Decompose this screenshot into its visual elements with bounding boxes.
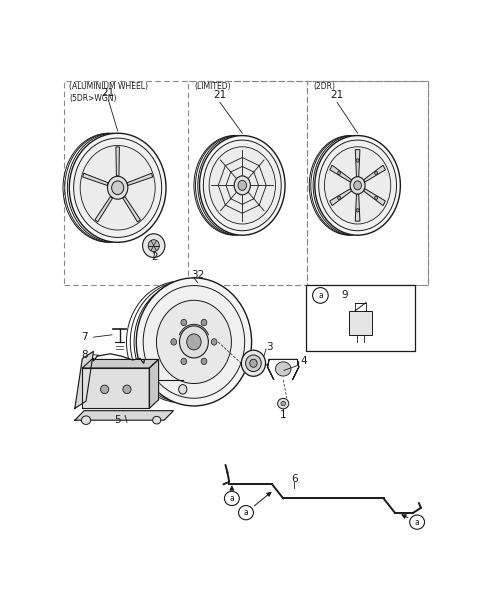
Text: a: a — [318, 291, 323, 300]
Ellipse shape — [153, 416, 161, 424]
Ellipse shape — [181, 319, 187, 326]
Text: 4: 4 — [300, 356, 307, 366]
Ellipse shape — [281, 402, 286, 406]
Ellipse shape — [112, 181, 124, 195]
Ellipse shape — [246, 355, 261, 371]
Ellipse shape — [201, 358, 207, 365]
Polygon shape — [75, 411, 173, 420]
Ellipse shape — [209, 147, 276, 224]
Ellipse shape — [354, 181, 361, 190]
Polygon shape — [127, 173, 153, 185]
Text: 3: 3 — [266, 342, 273, 352]
Ellipse shape — [148, 240, 159, 251]
Polygon shape — [267, 360, 299, 380]
Ellipse shape — [100, 385, 109, 394]
Ellipse shape — [241, 351, 265, 376]
Ellipse shape — [276, 362, 291, 376]
Bar — [64, 81, 428, 285]
Polygon shape — [83, 173, 108, 185]
Ellipse shape — [123, 385, 131, 394]
Bar — [349, 311, 372, 335]
Text: 9: 9 — [341, 290, 348, 301]
Text: (ALUMINIUM WHEEL)
(5DR>WGN): (ALUMINIUM WHEEL) (5DR>WGN) — [69, 83, 148, 102]
Ellipse shape — [356, 209, 359, 212]
Ellipse shape — [315, 136, 400, 235]
Ellipse shape — [374, 171, 378, 175]
Ellipse shape — [179, 384, 187, 394]
Ellipse shape — [136, 278, 252, 406]
Ellipse shape — [350, 177, 365, 194]
Ellipse shape — [234, 176, 251, 195]
Ellipse shape — [337, 196, 341, 200]
Text: 5: 5 — [114, 415, 121, 425]
Polygon shape — [116, 147, 120, 176]
Polygon shape — [149, 360, 158, 408]
Polygon shape — [355, 150, 360, 177]
Ellipse shape — [200, 136, 285, 235]
Ellipse shape — [171, 339, 177, 345]
Ellipse shape — [204, 140, 281, 231]
Polygon shape — [364, 165, 385, 182]
Polygon shape — [330, 188, 351, 206]
Ellipse shape — [238, 180, 247, 190]
Ellipse shape — [211, 339, 217, 345]
Text: 8: 8 — [81, 350, 87, 360]
Bar — [305, 285, 415, 351]
Text: (LIMITED): (LIMITED) — [194, 83, 230, 91]
Polygon shape — [364, 188, 385, 206]
Ellipse shape — [374, 196, 378, 200]
Text: 32: 32 — [191, 270, 204, 280]
Text: 1: 1 — [280, 410, 287, 421]
Ellipse shape — [324, 147, 391, 224]
Ellipse shape — [143, 233, 165, 257]
Ellipse shape — [187, 334, 201, 350]
Text: a: a — [229, 494, 234, 503]
Text: 2: 2 — [152, 251, 158, 262]
Ellipse shape — [319, 140, 396, 231]
Polygon shape — [123, 197, 140, 222]
Ellipse shape — [180, 326, 208, 358]
Text: 21: 21 — [102, 87, 115, 97]
Ellipse shape — [156, 300, 231, 384]
Ellipse shape — [201, 319, 207, 326]
Text: (2DR): (2DR) — [313, 83, 335, 91]
Ellipse shape — [143, 286, 245, 399]
Ellipse shape — [277, 399, 289, 409]
Text: 6: 6 — [291, 474, 298, 484]
Polygon shape — [330, 165, 351, 182]
Polygon shape — [83, 368, 149, 408]
Polygon shape — [83, 360, 158, 368]
Text: 21: 21 — [331, 90, 344, 100]
Ellipse shape — [181, 358, 187, 365]
Text: 21: 21 — [213, 90, 227, 100]
Ellipse shape — [337, 171, 341, 175]
Polygon shape — [355, 194, 360, 221]
Text: 7: 7 — [81, 332, 87, 342]
Ellipse shape — [82, 416, 91, 424]
Bar — [307, 81, 428, 285]
Ellipse shape — [69, 133, 166, 242]
Text: a: a — [415, 517, 420, 527]
Ellipse shape — [250, 359, 257, 367]
Ellipse shape — [73, 138, 162, 237]
Polygon shape — [95, 197, 112, 222]
Polygon shape — [75, 351, 94, 408]
Bar — [188, 81, 307, 285]
Ellipse shape — [108, 176, 128, 199]
Ellipse shape — [356, 159, 359, 162]
Ellipse shape — [80, 145, 155, 230]
Text: a: a — [244, 508, 248, 517]
